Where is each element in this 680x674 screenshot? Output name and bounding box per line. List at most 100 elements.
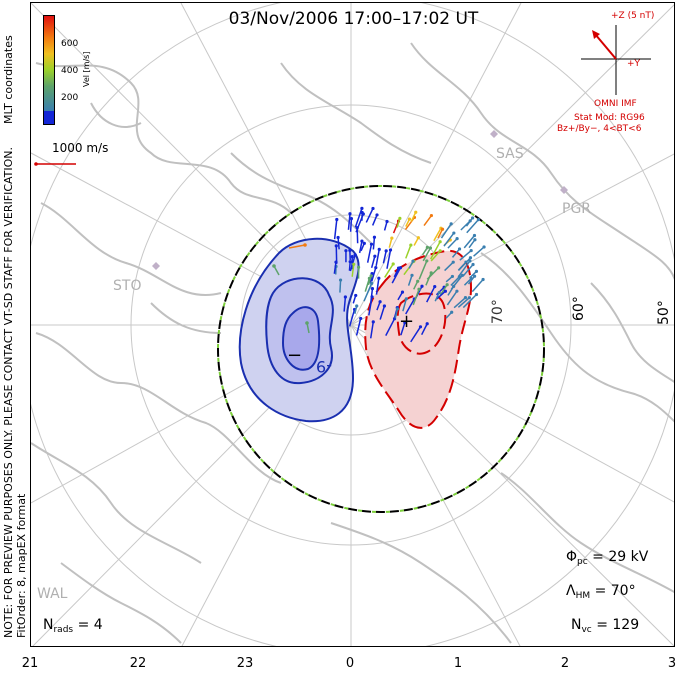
velocity-vectors-left [272, 243, 310, 334]
mlt-tick-0: 0 [345, 656, 355, 671]
velocity-vector-origin [472, 233, 477, 238]
preview-notice: NOTE: FOR PREVIEW PURPOSES ONLY. PLEASE … [2, 146, 15, 638]
velocity-vector [451, 248, 461, 258]
station-pgr: PGR [562, 201, 592, 217]
velocity-vector [457, 297, 470, 308]
velocity-vector [468, 239, 476, 249]
velocity-vector-origin [344, 249, 348, 253]
velocity-vector [437, 228, 444, 239]
convection-map [31, 3, 674, 646]
coastlines [31, 42, 674, 644]
velocity-vector-origin [371, 206, 375, 211]
velocity-vector [386, 249, 392, 269]
velocity-vector [369, 321, 375, 339]
velocity-vector [372, 237, 376, 250]
velocity-vector-origin [425, 322, 429, 326]
velocity-vector [433, 227, 442, 242]
fit-order-label: FitOrder: 8, mapEX format [15, 493, 28, 638]
velocity-vector [349, 254, 356, 272]
potential-min-marker: − [287, 345, 303, 366]
velocity-vector-origin [451, 260, 455, 264]
velocity-vector [440, 223, 452, 239]
velocity-vector-origin [356, 265, 361, 269]
velocity-vector [337, 237, 340, 250]
velocity-vector [400, 322, 406, 336]
velocity-vector [436, 290, 446, 300]
velocity-vector [370, 256, 376, 268]
velocity-vector-origin [390, 236, 394, 240]
velocity-vector [466, 219, 480, 234]
latitude-label-50: 50° [656, 300, 672, 325]
velocity-vector-origin [375, 213, 379, 217]
velocity-vector-origin [438, 249, 442, 253]
velocity-vector-origin [360, 206, 364, 210]
velocity-vector-origin [384, 249, 388, 253]
velocity-vector-origin [450, 274, 455, 279]
velocity-vector-origin [349, 216, 354, 221]
mlt-tick-2: 2 [560, 656, 570, 671]
velocity-vector [405, 244, 412, 259]
velocity-vector-origin [468, 219, 472, 223]
velocity-vector-origin [414, 210, 418, 214]
velocity-vector-origin [445, 283, 449, 287]
velocity-vector-origin [443, 289, 448, 293]
velocity-vector-origin [457, 247, 462, 251]
velocity-vector [393, 267, 400, 278]
imf-arrowhead [592, 30, 600, 39]
colorbar-tick-200: 200 [61, 93, 79, 103]
velocity-vector-origin [403, 321, 407, 325]
station-sas: SAS [496, 146, 524, 162]
velocity-vector [423, 215, 433, 227]
velocity-vector-origin [437, 266, 441, 270]
velocity-vector-origin [471, 262, 475, 267]
velocity-vector [457, 257, 472, 271]
velocity-vector [365, 208, 374, 223]
velocity-vector [458, 260, 471, 277]
station-sto: STO [113, 278, 142, 294]
velocity-vector-origin [455, 237, 459, 241]
velocity-vector [443, 232, 455, 247]
imf-model: Stat Mod: RG96 [574, 113, 645, 123]
velocity-vector-origin [377, 247, 381, 252]
velocity-vector-origin [362, 241, 366, 245]
imf-dial [581, 25, 651, 95]
velocity-vector-origin [350, 254, 354, 259]
velocity-vector-origin [336, 235, 340, 240]
velocity-vector [463, 235, 476, 249]
velocity-vector [459, 249, 472, 261]
imf-by-label: +Y [627, 59, 641, 69]
velocity-vector-origin [428, 246, 433, 250]
velocity-vector-origin [470, 216, 475, 220]
velocity-vector-origin [370, 295, 374, 299]
velocity-vector-origin [450, 310, 454, 314]
velocity-vector [450, 274, 463, 290]
vector-scale-label: 1000 m/s [52, 141, 109, 155]
velocity-vector [402, 298, 408, 312]
velocity-vector-origin [481, 277, 485, 282]
positive-contour-inner [396, 292, 447, 355]
velocity-vector-origin [372, 235, 377, 239]
velocity-vector-origin [467, 296, 471, 300]
station-marker-sas [490, 130, 498, 138]
mlt-tick-21: 21 [21, 656, 39, 671]
velocity-vector [382, 250, 387, 264]
velocity-vector-origin [404, 297, 408, 301]
velocity-vector [333, 219, 338, 240]
mlt-tick-3: 3 [667, 656, 677, 671]
velocity-vector [364, 278, 371, 292]
velocity-vector-origin [410, 273, 414, 277]
stat-n-vc: Nvc = 129 [571, 617, 640, 635]
velocity-vector [407, 275, 413, 286]
velocity-vector-origin [460, 273, 464, 277]
colorbar-tick-400: 400 [61, 66, 79, 76]
velocity-vector-origin [353, 253, 357, 257]
velocity-vector [420, 323, 428, 336]
velocity-vector [379, 305, 386, 320]
latitude-label-60: 60° [571, 296, 587, 321]
positive-cell-fill [364, 249, 473, 429]
velocity-vector-origin [371, 320, 375, 324]
velocity-vector-origin [411, 259, 415, 263]
potential-max-marker: + [399, 311, 415, 332]
velocity-vector [375, 249, 380, 267]
velocity-vector-origin [348, 248, 352, 252]
